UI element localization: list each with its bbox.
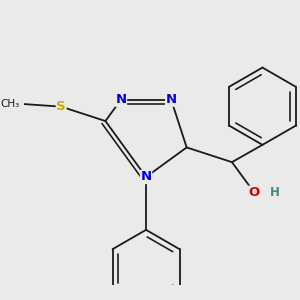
Text: CH₃: CH₃ [1, 99, 20, 109]
Text: N: N [166, 93, 177, 106]
Text: N: N [116, 93, 127, 106]
Text: S: S [56, 100, 66, 113]
Text: H: H [270, 186, 280, 199]
Text: O: O [249, 186, 260, 199]
Text: N: N [140, 170, 152, 184]
